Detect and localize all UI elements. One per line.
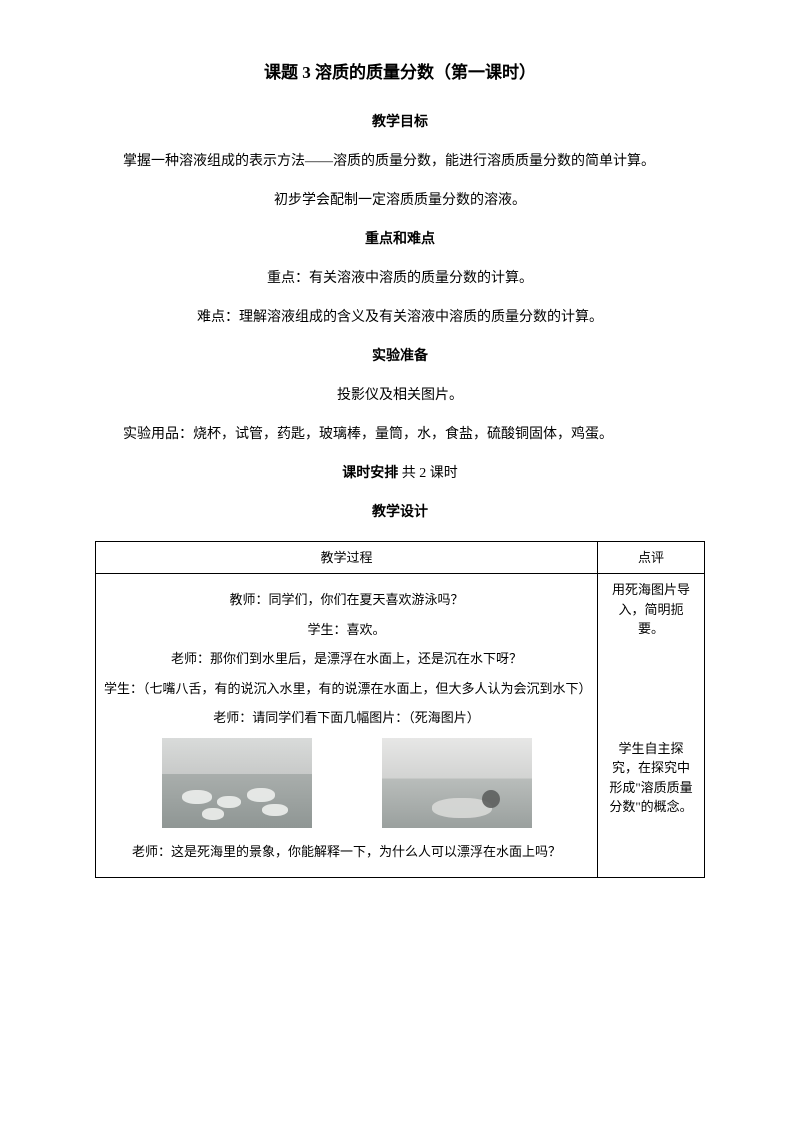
note-text-2: 学生自主探究，在探究中形成"溶质质量分数"的概念。 [606, 739, 696, 817]
schedule-line: 课时安排 共 2 课时 [95, 463, 705, 484]
goal-paragraph-2: 初步学会配制一定溶质质量分数的溶液。 [95, 190, 705, 211]
experiment-line-2: 实验用品：烧杯，试管，药匙，玻璃棒，量筒，水，食盐，硫酸铜固体，鸡蛋。 [95, 424, 705, 445]
dialog-line: 学生：喜欢。 [104, 620, 589, 640]
dialog-line: 老师：这是死海里的景象，你能解释一下，为什么人可以漂浮在水面上吗？ [104, 842, 589, 862]
dialog-line: 老师：那你们到水里后，是漂浮在水面上，还是沉在水下呀？ [104, 649, 589, 669]
note-text-1: 用死海图片导入，简明扼要。 [606, 580, 696, 639]
process-cell: 教师：同学们，你们在夏天喜欢游泳吗？ 学生：喜欢。 老师：那你们到水里后，是漂浮… [96, 574, 598, 878]
table-row: 教师：同学们，你们在夏天喜欢游泳吗？ 学生：喜欢。 老师：那你们到水里后，是漂浮… [96, 574, 705, 878]
heading-design: 教学设计 [95, 502, 705, 523]
heading-experiment: 实验准备 [95, 346, 705, 367]
experiment-line-1: 投影仪及相关图片。 [95, 385, 705, 406]
schedule-value: 共 2 课时 [398, 466, 458, 481]
dead-sea-photo-2 [382, 738, 532, 828]
document-page: 课题 3 溶质的质量分数（第一课时） 教学目标 掌握一种溶液组成的表示方法——溶… [0, 0, 800, 1132]
heading-goal: 教学目标 [95, 112, 705, 133]
header-process: 教学过程 [96, 541, 598, 574]
dead-sea-photo-1 [162, 738, 312, 828]
table-header-row: 教学过程 点评 [96, 541, 705, 574]
image-row [104, 738, 589, 828]
goal-paragraph-1: 掌握一种溶液组成的表示方法——溶质的质量分数，能进行溶质质量分数的简单计算。 [95, 151, 705, 172]
heading-key-difficult: 重点和难点 [95, 229, 705, 250]
schedule-label: 课时安排 [342, 466, 398, 481]
lesson-title: 课题 3 溶质的质量分数（第一课时） [95, 60, 705, 86]
dialog-line: 教师：同学们，你们在夏天喜欢游泳吗？ [104, 590, 589, 610]
lesson-table: 教学过程 点评 教师：同学们，你们在夏天喜欢游泳吗？ 学生：喜欢。 老师：那你们… [95, 541, 705, 879]
key-point: 重点：有关溶液中溶质的质量分数的计算。 [95, 268, 705, 289]
difficult-point: 难点：理解溶液组成的含义及有关溶液中溶质的质量分数的计算。 [95, 307, 705, 328]
header-note: 点评 [598, 541, 705, 574]
dialog-line: 学生：（七嘴八舌，有的说沉入水里，有的说漂在水面上，但大多人认为会沉到水下） [104, 679, 589, 699]
dialog-line: 老师：请同学们看下面几幅图片：（死海图片） [104, 708, 589, 728]
note-cell: 用死海图片导入，简明扼要。 学生自主探究，在探究中形成"溶质质量分数"的概念。 [598, 574, 705, 878]
